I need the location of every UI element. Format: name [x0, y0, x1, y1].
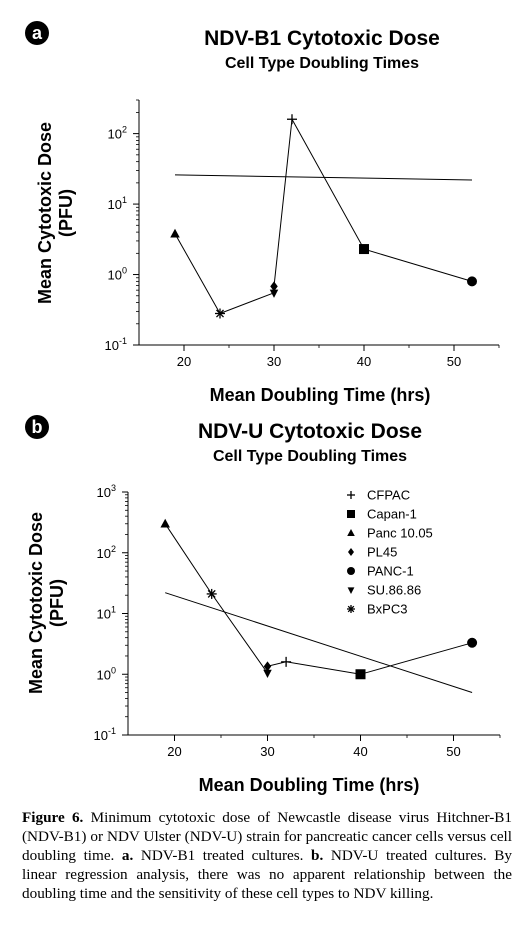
panel-label-a: a [25, 21, 49, 45]
y-axis-label: Mean Cytotoxic Dose [26, 512, 46, 694]
legend-marker-triangle [347, 529, 355, 536]
panel-label-text: b [32, 417, 43, 437]
x-tick-label: 20 [177, 354, 191, 369]
y-tick-label: 100 [108, 266, 127, 283]
legend: CFPAC Capan-1 Panc 10.05 PL45 PANC-1 SU.86.86… [347, 488, 433, 617]
data-point-circle [467, 276, 477, 287]
caption-text: Minimum cytotoxic dose of Newcastle dise… [22, 809, 513, 864]
y-tick-label: 100 [97, 665, 116, 682]
legend-label: PANC-1 [367, 564, 414, 579]
chart-title: NDV-B1 Cytotoxic Dose [204, 27, 440, 50]
y-axis-unit: (PFU) [56, 189, 76, 237]
x-tick-label: 30 [267, 354, 281, 369]
data-point-down-triangle [269, 289, 279, 298]
data-point-diamond [263, 661, 272, 672]
y-axis-label: Mean Cytotoxic Dose [35, 122, 55, 304]
y-tick-label: 101 [108, 195, 127, 212]
legend-marker-asterisk [347, 605, 355, 613]
data-point-asterisk [206, 588, 217, 599]
x-tick-label: 40 [357, 354, 371, 369]
data-point-plus [287, 114, 297, 125]
y-axis-unit: (PFU) [47, 579, 67, 627]
y-tick-label: 10-1 [94, 726, 116, 743]
data-point-plus [281, 656, 292, 667]
legend-label: CFPAC [367, 488, 410, 503]
x-axis-label: Mean Doubling Time (hrs) [199, 775, 420, 795]
chart-subtitle: Cell Type Doubling Times [225, 55, 419, 72]
chart-subtitle: Cell Type Doubling Times [213, 448, 407, 465]
data-point-asterisk [215, 308, 225, 319]
panel-label-text: a [32, 23, 43, 43]
data-point-down-triangle [263, 669, 272, 678]
chart-b: b NDV-U Cytotoxic Dose Cell Type Doubling … [25, 415, 501, 795]
x-tick-label: 50 [447, 354, 461, 369]
x-tick-label: 40 [353, 744, 367, 759]
data-point-square [359, 244, 369, 255]
legend-marker-diamond [348, 548, 354, 556]
legend-label: PL45 [367, 545, 397, 560]
connecting-line [174, 117, 473, 315]
data-point-triangle [170, 228, 180, 238]
y-tick-label: 102 [97, 544, 116, 561]
legend-label: SU.86.86 [367, 583, 421, 598]
chart-title: NDV-U Cytotoxic Dose [198, 420, 422, 443]
y-tick-label: 10-1 [105, 336, 127, 353]
legend-label: Capan-1 [367, 507, 417, 522]
regression-line [165, 592, 473, 694]
legend-label: Panc 10.05 [367, 526, 433, 541]
y-tick-label: 102 [108, 125, 127, 142]
legend-marker-plus [347, 491, 355, 499]
figure-caption: Figure 6. Minimum cytotoxic dose of Newc… [22, 808, 512, 903]
data-point-diamond [270, 281, 278, 292]
caption-a-label: a. [121, 847, 134, 864]
x-tick-label: 50 [446, 744, 460, 759]
y-tick-label: 103 [97, 483, 116, 500]
panel-label-b: b [25, 415, 49, 439]
x-axis-label: Mean Doubling Time (hrs) [210, 385, 431, 405]
connecting-line [164, 523, 473, 675]
y-tick-label: 101 [97, 605, 116, 622]
caption-a-text: NDV-B1 treated cultures. [140, 847, 304, 864]
data-point-triangle [160, 518, 170, 528]
x-tick-label: 20 [167, 744, 181, 759]
x-tick-label: 30 [260, 744, 274, 759]
caption-b-label: b. [311, 847, 324, 864]
legend-marker-square [347, 510, 355, 518]
legend-marker-circle [347, 567, 355, 575]
caption-b-text: NDV-U treated cultures. By linear regres… [22, 847, 512, 902]
regression-line [174, 174, 473, 181]
data-point-square [355, 669, 366, 680]
chart-a: a NDV-B1 Cytotoxic Dose Cell Type Doubling… [25, 21, 500, 405]
data-point-circle [467, 637, 478, 648]
legend-label: BxPC3 [367, 602, 407, 617]
legend-marker-down-triangle [347, 587, 355, 594]
caption-label: Figure 6. [22, 809, 84, 826]
